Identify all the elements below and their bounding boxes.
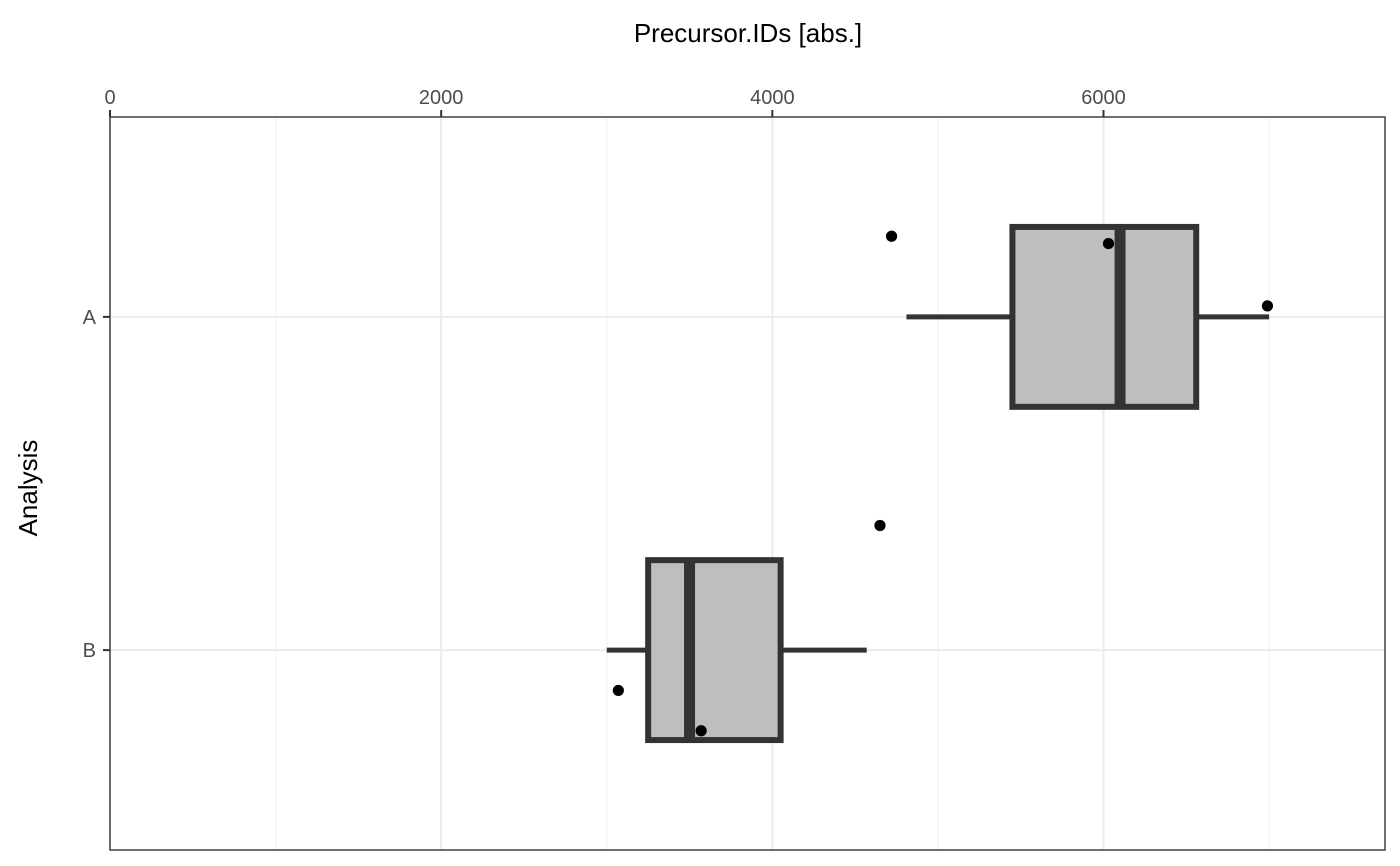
- x-axis-title: Precursor.IDs [abs.]: [634, 18, 862, 48]
- x-tick-label: 2000: [419, 87, 464, 109]
- box-iqr: [645, 557, 784, 744]
- data-point: [1102, 237, 1115, 250]
- box-iqr: [1009, 223, 1200, 410]
- data-point: [885, 230, 898, 242]
- point-layer: [612, 230, 1274, 737]
- y-tick-label: A: [83, 307, 97, 329]
- y-tick-label: B: [83, 640, 96, 662]
- data-point: [612, 684, 624, 697]
- x-tick-label: 6000: [1081, 87, 1126, 109]
- y-axis: AB: [83, 307, 110, 662]
- x-tick-label: 0: [104, 87, 115, 109]
- x-tick-label: 4000: [750, 87, 795, 109]
- box-b: [606, 557, 867, 744]
- data-point: [874, 519, 886, 532]
- x-axis: 0 2000 4000 6000: [104, 87, 1126, 117]
- panel-border: [109, 116, 1386, 851]
- y-axis-title: Analysis: [13, 440, 43, 537]
- box-layer: [606, 223, 1270, 744]
- box-a: [906, 223, 1270, 410]
- data-point: [1261, 300, 1274, 312]
- data-point: [695, 725, 707, 737]
